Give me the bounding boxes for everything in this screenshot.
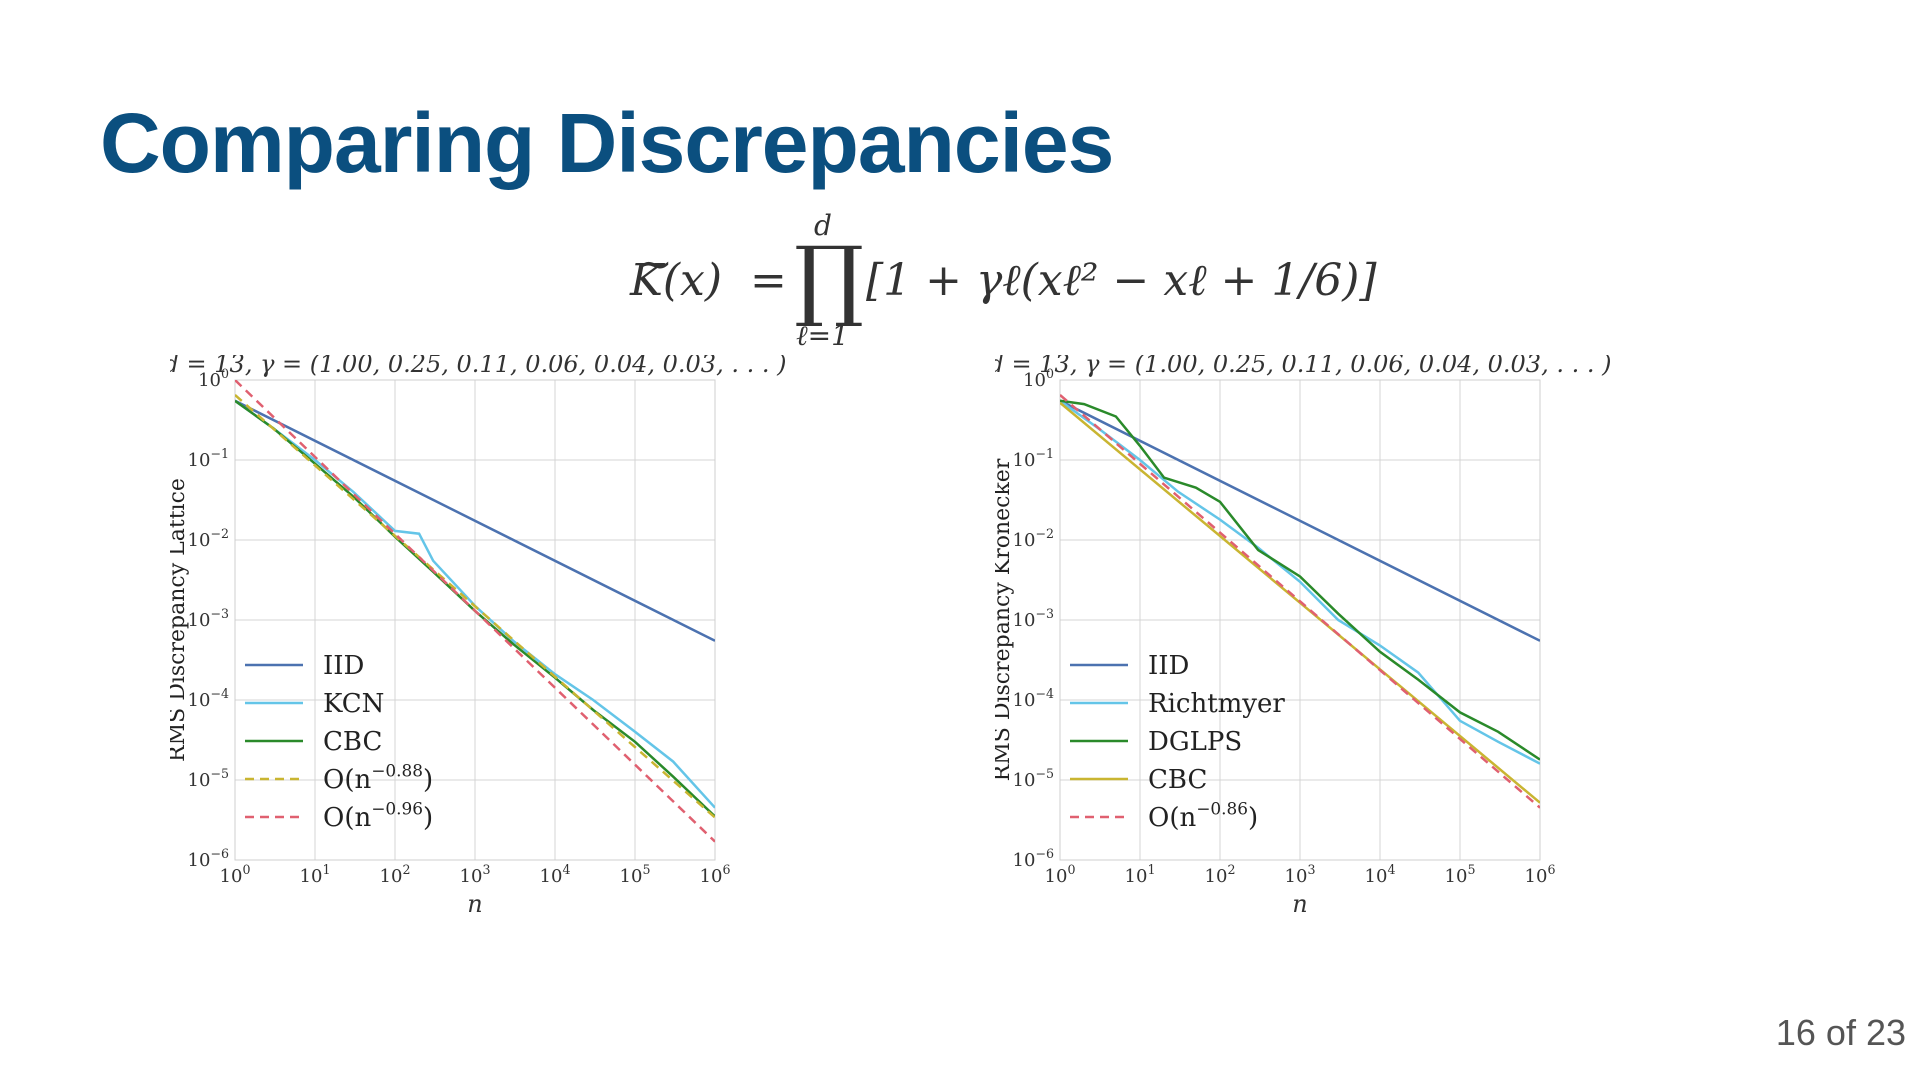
lattice-chart-title: d = 13, γ = (1.00, 0.25, 0.11, 0.06, 0.0… bbox=[170, 355, 786, 378]
formula-product-symbol: ∏ bbox=[794, 227, 865, 330]
lattice-x-axis-label: n bbox=[467, 890, 482, 918]
formula-product-lower: ℓ=1 bbox=[796, 319, 849, 352]
kronecker-legend-label-3: CBC bbox=[1148, 765, 1207, 795]
kronecker-legend-label-0: IID bbox=[1148, 651, 1189, 681]
kronecker-plot-frame bbox=[1059, 379, 1541, 861]
formula-product-upper: d bbox=[814, 209, 832, 242]
kernel-formula: ~ K(x) = d ∏ ℓ=1 [1 + γℓ(xℓ² − xℓ + 1/6)… bbox=[630, 205, 1377, 365]
kronecker-y-tick-label: 10−1 bbox=[1013, 446, 1054, 471]
lattice-series-line-3 bbox=[235, 394, 715, 819]
kronecker-x-axis-label: n bbox=[1292, 890, 1307, 918]
kronecker-x-tick-label: 101 bbox=[1125, 862, 1156, 887]
lattice-series-line-4 bbox=[235, 380, 715, 843]
kronecker-series-line-2 bbox=[1060, 399, 1540, 761]
kronecker-x-tick-label: 103 bbox=[1285, 862, 1316, 887]
formula-equals: = bbox=[750, 255, 787, 306]
kronecker-series-line-0 bbox=[1060, 399, 1540, 642]
kronecker-series-line-4 bbox=[1060, 394, 1540, 809]
kronecker-y-tick-label: 10−4 bbox=[1013, 686, 1054, 711]
lattice-y-tick-label: 10−3 bbox=[188, 606, 229, 631]
lattice-y-tick-label: 10−2 bbox=[188, 526, 229, 551]
kronecker-series-line-1 bbox=[1060, 399, 1540, 765]
lattice-x-tick-label: 103 bbox=[460, 862, 491, 887]
lattice-legend-label-3: O(n−0.88) bbox=[323, 760, 433, 795]
lattice-y-axis-label: RMS Discrepancy Lattice bbox=[170, 478, 190, 762]
kronecker-legend-label-2: DGLPS bbox=[1148, 727, 1242, 757]
lattice-chart: d = 13, γ = (1.00, 0.25, 0.11, 0.06, 0.0… bbox=[164, 350, 1050, 1065]
kronecker-y-tick-label: 10−5 bbox=[1013, 766, 1054, 791]
kronecker-legend-label-1: Richtmyer bbox=[1148, 689, 1285, 719]
kronecker-y-tick-label: 10−2 bbox=[1013, 526, 1054, 551]
lattice-x-tick-label: 102 bbox=[380, 862, 411, 887]
kronecker-y-tick-label: 10−3 bbox=[1013, 606, 1054, 631]
formula-tilde: ~ bbox=[636, 239, 673, 290]
lattice-plot-frame bbox=[234, 379, 716, 861]
lattice-x-tick-label: 101 bbox=[300, 862, 331, 887]
kronecker-chart: d = 13, γ = (1.00, 0.25, 0.11, 0.06, 0.0… bbox=[989, 350, 1875, 1065]
lattice-y-tick-label: 10−4 bbox=[188, 686, 229, 711]
lattice-series-line-1 bbox=[235, 399, 715, 809]
lattice-y-tick-label: 100 bbox=[198, 366, 229, 391]
formula-rhs: [1 + γℓ(xℓ² − xℓ + 1/6)] bbox=[866, 255, 1377, 306]
lattice-legend-label-1: KCN bbox=[323, 689, 384, 719]
kronecker-x-tick-label: 100 bbox=[1045, 862, 1076, 887]
kronecker-x-tick-label: 106 bbox=[1525, 862, 1556, 887]
lattice-y-tick-label: 10−1 bbox=[188, 446, 229, 471]
lattice-x-tick-label: 106 bbox=[700, 862, 731, 887]
kronecker-chart-svg: d = 13, γ = (1.00, 0.25, 0.11, 0.06, 0.0… bbox=[989, 350, 1612, 918]
lattice-legend-label-2: CBC bbox=[323, 727, 382, 757]
page-number: 16 of 23 bbox=[1775, 1012, 1906, 1053]
kronecker-x-tick-label: 104 bbox=[1365, 862, 1396, 887]
lattice-y-tick-label: 10−5 bbox=[188, 766, 229, 791]
lattice-chart-svg: d = 13, γ = (1.00, 0.25, 0.11, 0.06, 0.0… bbox=[164, 350, 787, 918]
kronecker-x-tick-label: 102 bbox=[1205, 862, 1236, 887]
kronecker-y-tick-label: 10−6 bbox=[1013, 846, 1054, 871]
lattice-x-tick-label: 104 bbox=[540, 862, 571, 887]
kronecker-y-tick-label: 100 bbox=[1023, 366, 1054, 391]
slide-title: Comparing Discrepancies bbox=[100, 96, 1114, 190]
kronecker-x-tick-label: 105 bbox=[1445, 862, 1476, 887]
kronecker-chart-title: d = 13, γ = (1.00, 0.25, 0.11, 0.06, 0.0… bbox=[995, 355, 1611, 378]
lattice-x-tick-label: 100 bbox=[220, 862, 251, 887]
kronecker-y-axis-label: RMS Discrepancy Kronecker bbox=[995, 458, 1015, 781]
lattice-legend-label-4: O(n−0.96) bbox=[323, 798, 433, 833]
lattice-legend-label-0: IID bbox=[323, 651, 364, 681]
lattice-x-tick-label: 105 bbox=[620, 862, 651, 887]
formula-lhs: K(x) bbox=[630, 255, 723, 306]
kronecker-legend-label-4: O(n−0.86) bbox=[1148, 798, 1258, 833]
lattice-series-line-0 bbox=[235, 399, 715, 642]
lattice-y-tick-label: 10−6 bbox=[188, 846, 229, 871]
